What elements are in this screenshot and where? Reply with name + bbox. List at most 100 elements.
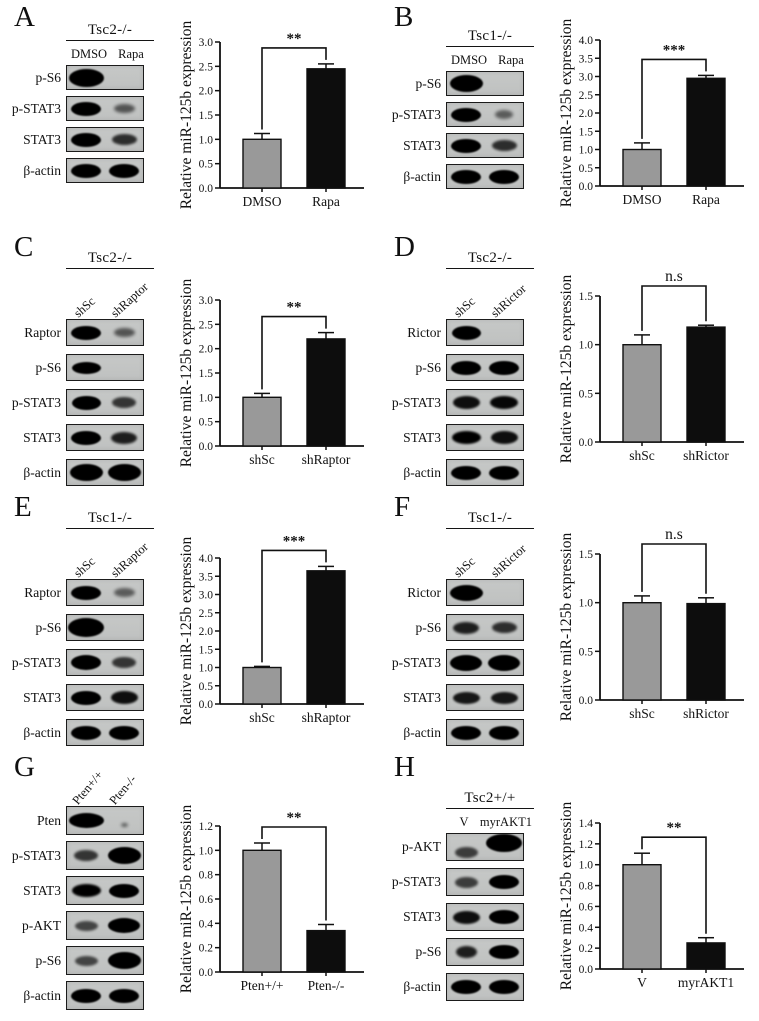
protein-band	[489, 465, 519, 480]
bar	[306, 338, 346, 447]
blot-lane	[447, 720, 485, 745]
lane-label: shSc	[450, 294, 478, 321]
protein-band	[68, 68, 104, 87]
bar	[686, 602, 726, 701]
bar-chart-svg: 0.0 0.2 0.4 0.6 0.8 1.0 1.2 1.4 V myrAKT1 ** Relati…	[558, 801, 744, 990]
protein-band	[74, 850, 98, 861]
y-tick-label: 2.0	[579, 108, 594, 120]
blot-lane	[485, 165, 523, 188]
protein-label: p-STAT3	[391, 654, 441, 670]
protein-band	[451, 360, 481, 375]
y-tick-label: 2.0	[199, 86, 214, 98]
y-tick-label: 3.5	[579, 53, 594, 65]
blot-lane	[105, 390, 143, 415]
blot-strip	[66, 579, 144, 606]
blot-strip	[446, 938, 524, 966]
panel-C: C Tsc2-/- shSc shRaptor Raptor p-S6 p-STAT3 ST…	[0, 230, 380, 490]
protein-band	[451, 169, 481, 184]
protein-band	[454, 876, 478, 888]
blot-lane	[105, 842, 143, 869]
y-tick-label: 3.5	[199, 571, 214, 583]
blot-lane	[447, 615, 485, 640]
y-tick-label: 0.4	[199, 918, 214, 930]
blot-strip	[446, 579, 524, 606]
lane-label: DMSO	[450, 53, 488, 67]
blot-row: β-actin	[6, 459, 166, 486]
western-blot-area: Pten+/+ Pten-/- Pten p-STAT3 STAT3 p-AKT p-S6 β…	[6, 754, 166, 1016]
y-tick-label: 1.0	[199, 392, 214, 404]
protein-band	[71, 988, 101, 1003]
blot-lane	[67, 877, 105, 904]
blot-lane	[105, 615, 143, 640]
blot-row: STAT3	[386, 424, 546, 451]
blot-lane	[485, 650, 523, 675]
blot-strip	[446, 102, 524, 127]
panel-letter-E: E	[14, 491, 32, 523]
blot-strip	[66, 981, 144, 1010]
blot-lane	[485, 939, 523, 965]
blot-row: p-STAT3	[386, 389, 546, 416]
protein-band	[107, 847, 141, 864]
blot-lane	[67, 390, 105, 415]
protein-band	[74, 955, 98, 966]
blot-lane	[447, 650, 485, 675]
y-tick-label: 0.0	[579, 695, 594, 707]
protein-band	[71, 585, 101, 600]
protein-label: p-S6	[35, 952, 61, 968]
lane-label: shRaptor	[107, 279, 151, 321]
blot-row: p-S6	[6, 354, 166, 381]
protein-label: p-S6	[415, 75, 441, 91]
blot-row: β-actin	[386, 164, 546, 189]
blot-lane	[67, 615, 105, 640]
protein-band	[74, 920, 98, 931]
protein-label: STAT3	[403, 429, 441, 445]
blot-lane	[447, 834, 485, 860]
y-tick-label: 0.2	[579, 943, 594, 955]
y-tick-label: 1.0	[579, 598, 594, 610]
lane-label: Pten-/-	[106, 772, 140, 808]
blot-lane	[105, 425, 143, 450]
panel-letter-G: G	[14, 751, 35, 783]
protein-label: p-S6	[415, 359, 441, 375]
blot-row: STAT3	[6, 684, 166, 711]
blot-lane	[447, 974, 485, 1000]
y-axis-title: Relative miR-125b expression	[178, 278, 195, 467]
lane-label: shSc	[450, 554, 478, 581]
bar	[686, 942, 726, 970]
protein-band	[120, 822, 128, 827]
y-axis-title: Relative miR-125b expression	[558, 18, 575, 207]
blot-lane	[67, 97, 105, 120]
protein-band	[489, 945, 519, 959]
blot-lane	[105, 947, 143, 974]
blot-lane	[67, 580, 105, 605]
blot-strip	[66, 127, 144, 152]
protein-band	[71, 132, 101, 147]
y-tick-label: 1.0	[199, 663, 214, 675]
protein-band	[451, 431, 481, 444]
western-blot-area: Tsc2-/- shSc shRaptor Raptor p-S6 p-STAT3 STAT…	[6, 250, 166, 494]
blot-row: p-S6	[386, 614, 546, 641]
blot-lane	[105, 912, 143, 939]
blot-lane	[447, 72, 485, 95]
bar-chart-svg: 0.0 0.5 1.0 1.5 2.0 2.5 3.0 3.5 4.0 DMSO Rapa *** Re…	[558, 18, 744, 207]
blot-strip	[66, 65, 144, 90]
blot-lane	[485, 974, 523, 1000]
y-tick-label: 0.5	[579, 646, 594, 658]
category-label: shSc	[629, 706, 655, 721]
lane-headers: shSc shRictor	[448, 535, 546, 581]
blot-lane	[485, 103, 523, 126]
y-tick-label: 3.0	[199, 37, 214, 49]
category-label: DMSO	[622, 192, 661, 207]
y-tick-label: 1.5	[199, 110, 214, 122]
y-tick-label: 0.6	[579, 901, 594, 913]
protein-label: STAT3	[403, 689, 441, 705]
blot-lane	[105, 685, 143, 710]
blot-row: p-STAT3	[386, 102, 546, 127]
y-tick-label: 0.0	[199, 183, 214, 195]
bar	[686, 77, 726, 187]
protein-band	[489, 910, 519, 924]
cell-line-title: Tsc2-/-	[467, 250, 513, 266]
protein-band	[71, 325, 101, 340]
title-underline	[446, 46, 534, 50]
